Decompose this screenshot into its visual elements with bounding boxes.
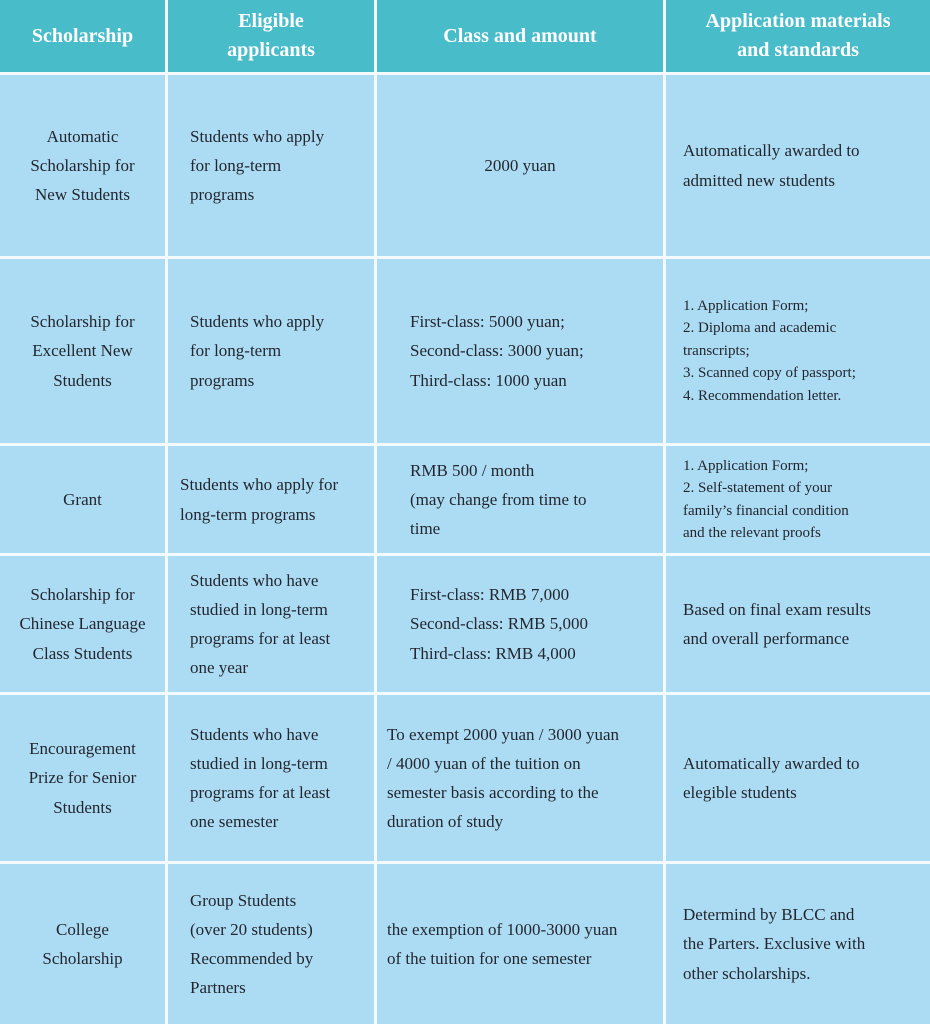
scholarship-name-cell: Automatic Scholarship for New Students [0,75,165,256]
scholarship-name-cell: College Scholarship [0,864,165,1024]
column-header-eligible-applicants: Eligible applicants [168,0,374,72]
application-materials-cell: Automatically awarded to admitted new st… [666,75,930,256]
column-header-application-materials: Application materials and standards [666,0,930,72]
eligible-applicants-cell: Group Students (over 20 students) Recomm… [168,864,374,1024]
class-amount-cell: First-class: RMB 7,000 Second-class: RMB… [377,556,663,692]
scholarship-name-cell: Scholarship for Chinese Language Class S… [0,556,165,692]
eligible-applicants-cell: Students who apply for long-term program… [168,446,374,553]
eligible-applicants-cell: Students who apply for long-term program… [168,75,374,256]
column-header-scholarship: Scholarship [0,0,165,72]
eligible-applicants-cell: Students who apply for long-term program… [168,259,374,443]
application-materials-cell: Determind by BLCC and the Parters. Exclu… [666,864,930,1024]
scholarship-name-cell: Grant [0,446,165,553]
class-amount-cell: RMB 500 / month (may change from time to… [377,446,663,553]
application-materials-cell: 1. Application Form; 2. Diploma and acad… [666,259,930,443]
class-amount-cell: To exempt 2000 yuan / 3000 yuan / 4000 y… [377,695,663,861]
column-header-class-and-amount: Class and amount [377,0,663,72]
eligible-applicants-cell: Students who have studied in long-term p… [168,695,374,861]
eligible-applicants-cell: Students who have studied in long-term p… [168,556,374,692]
class-amount-cell: 2000 yuan [377,75,663,256]
application-materials-cell: Automatically awarded to elegible studen… [666,695,930,861]
class-amount-cell: First-class: 5000 yuan; Second-class: 30… [377,259,663,443]
scholarship-name-cell: Scholarship for Excellent New Students [0,259,165,443]
application-materials-cell: Based on final exam results and overall … [666,556,930,692]
application-materials-cell: 1. Application Form; 2. Self-statement o… [666,446,930,553]
scholarship-name-cell: Encouragement Prize for Senior Students [0,695,165,861]
class-amount-cell: the exemption of 1000-3000 yuan of the t… [377,864,663,1024]
